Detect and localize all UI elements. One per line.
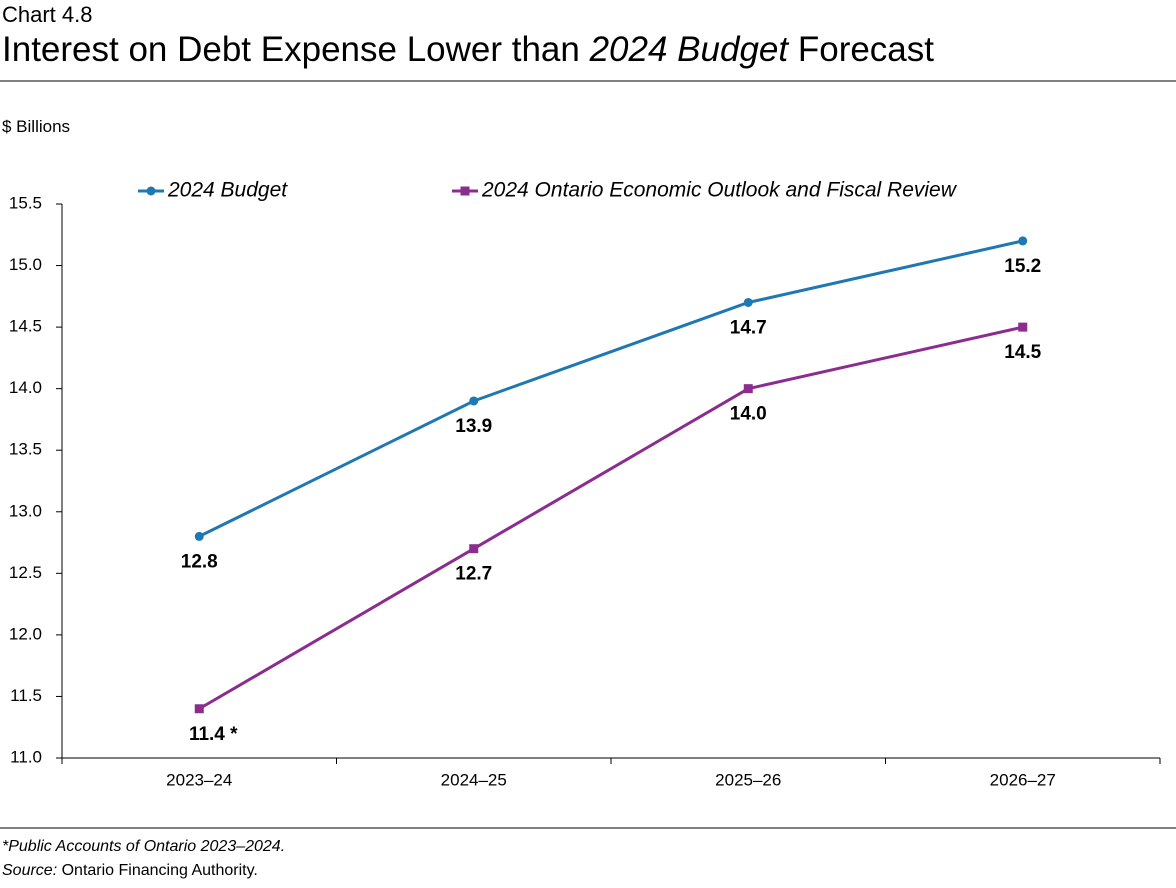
data-point	[743, 297, 753, 307]
y-tick-label: 13.0	[9, 501, 42, 520]
y-tick-label: 11.0	[10, 747, 42, 766]
legend-label: 2024 Budget	[167, 179, 288, 202]
title-part: 2024 Budget	[589, 30, 789, 69]
chart-label: Chart 4.8	[2, 2, 93, 27]
data-label: 13.9	[455, 416, 492, 437]
x-tick-label: 2024–25	[441, 770, 507, 789]
series-line	[198, 325, 1024, 711]
x-tick-label: 2023–24	[166, 770, 232, 789]
y-tick-label: 11.5	[10, 686, 42, 705]
data-point	[1018, 236, 1028, 246]
data-point	[194, 531, 204, 541]
data-label: 11.4 *	[189, 724, 238, 745]
title-part: Forecast	[797, 30, 934, 69]
data-point	[194, 704, 204, 714]
data-label: 14.7	[730, 318, 767, 339]
y-tick-label: 14.0	[9, 378, 42, 397]
data-point	[469, 544, 479, 554]
data-point	[1018, 322, 1028, 332]
y-axis-label: $ Billions	[2, 117, 71, 136]
y-tick-label: 13.5	[9, 440, 42, 459]
x-tick-label: 2025–26	[715, 770, 781, 789]
legend-marker	[460, 186, 470, 196]
source: Source: Ontario Financing Authority.	[2, 862, 258, 880]
source-label: Source:	[2, 862, 58, 879]
y-tick-label: 15.0	[9, 255, 42, 274]
data-label: 12.8	[181, 551, 218, 572]
data-label: 14.0	[730, 404, 767, 425]
legend-label: 2024 Ontario Economic Outlook and Fiscal…	[481, 179, 958, 202]
y-tick-label: 12.0	[9, 624, 42, 643]
source-text: Ontario Financing Authority.	[61, 862, 258, 879]
title-part: Interest on Debt Expense Lower than	[2, 30, 580, 69]
data-label: 15.2	[1004, 256, 1041, 277]
x-tick-label: 2026–27	[990, 770, 1056, 789]
data-label: 14.5	[1004, 342, 1041, 363]
data-label: 12.7	[455, 564, 492, 585]
footnote: *Public Accounts of Ontario 2023–2024.	[2, 838, 286, 855]
y-tick-label: 15.5	[9, 193, 42, 212]
chart-title: Interest on Debt Expense Lower than 2024…	[2, 30, 934, 70]
series-line	[198, 239, 1024, 538]
data-point	[743, 384, 753, 394]
data-point	[469, 396, 479, 406]
legend-marker	[146, 186, 156, 196]
y-tick-label: 12.5	[9, 563, 42, 582]
y-tick-label: 14.5	[9, 317, 42, 336]
